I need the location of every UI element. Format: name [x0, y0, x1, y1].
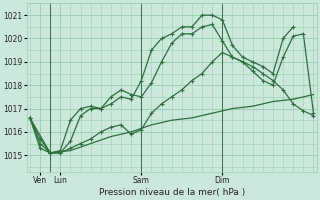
- X-axis label: Pression niveau de la mer( hPa ): Pression niveau de la mer( hPa ): [99, 188, 245, 197]
